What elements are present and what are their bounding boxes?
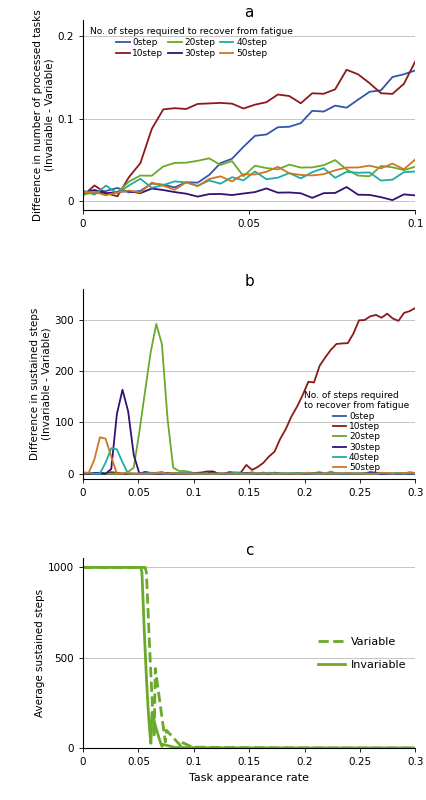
— Invariable bbox=[81, 562, 86, 572]
Title: b: b bbox=[245, 274, 254, 290]
- Variable bbox=[277, 743, 282, 753]
— Invariable bbox=[277, 743, 282, 753]
- Variable bbox=[82, 562, 87, 572]
— Invariable bbox=[360, 743, 366, 753]
- Variable bbox=[360, 743, 366, 753]
— Invariable bbox=[284, 743, 289, 753]
- Variable bbox=[413, 743, 418, 753]
- Variable bbox=[81, 562, 86, 572]
— Invariable bbox=[278, 743, 283, 753]
Line: - Variable: - Variable bbox=[83, 567, 415, 748]
— Invariable bbox=[382, 743, 387, 753]
Y-axis label: Average sustained steps: Average sustained steps bbox=[35, 589, 45, 718]
- Variable bbox=[382, 743, 387, 753]
— Invariable bbox=[82, 562, 87, 572]
Legend: 0step, 10step, 20step, 30step, 40step, 50step: 0step, 10step, 20step, 30step, 40step, 5… bbox=[302, 389, 411, 474]
— Invariable bbox=[413, 743, 418, 753]
- Variable bbox=[284, 743, 289, 753]
Title: c: c bbox=[245, 543, 253, 558]
Y-axis label: Difference in sustained steps
(Invariable - Variable): Difference in sustained steps (Invariabl… bbox=[30, 308, 52, 460]
Legend: Variable, Invariable: Variable, Invariable bbox=[314, 634, 410, 674]
Y-axis label: Difference in number of processed tasks
(Invariable - Variable): Difference in number of processed tasks … bbox=[33, 9, 55, 221]
- Variable bbox=[278, 743, 283, 753]
X-axis label: Task appearance rate: Task appearance rate bbox=[189, 773, 309, 782]
Line: — Invariable: — Invariable bbox=[83, 567, 415, 748]
Title: a: a bbox=[245, 5, 254, 20]
Legend: 0step, 10step, 20step, 30step, 40step, 50step: 0step, 10step, 20step, 30step, 40step, 5… bbox=[88, 25, 296, 61]
